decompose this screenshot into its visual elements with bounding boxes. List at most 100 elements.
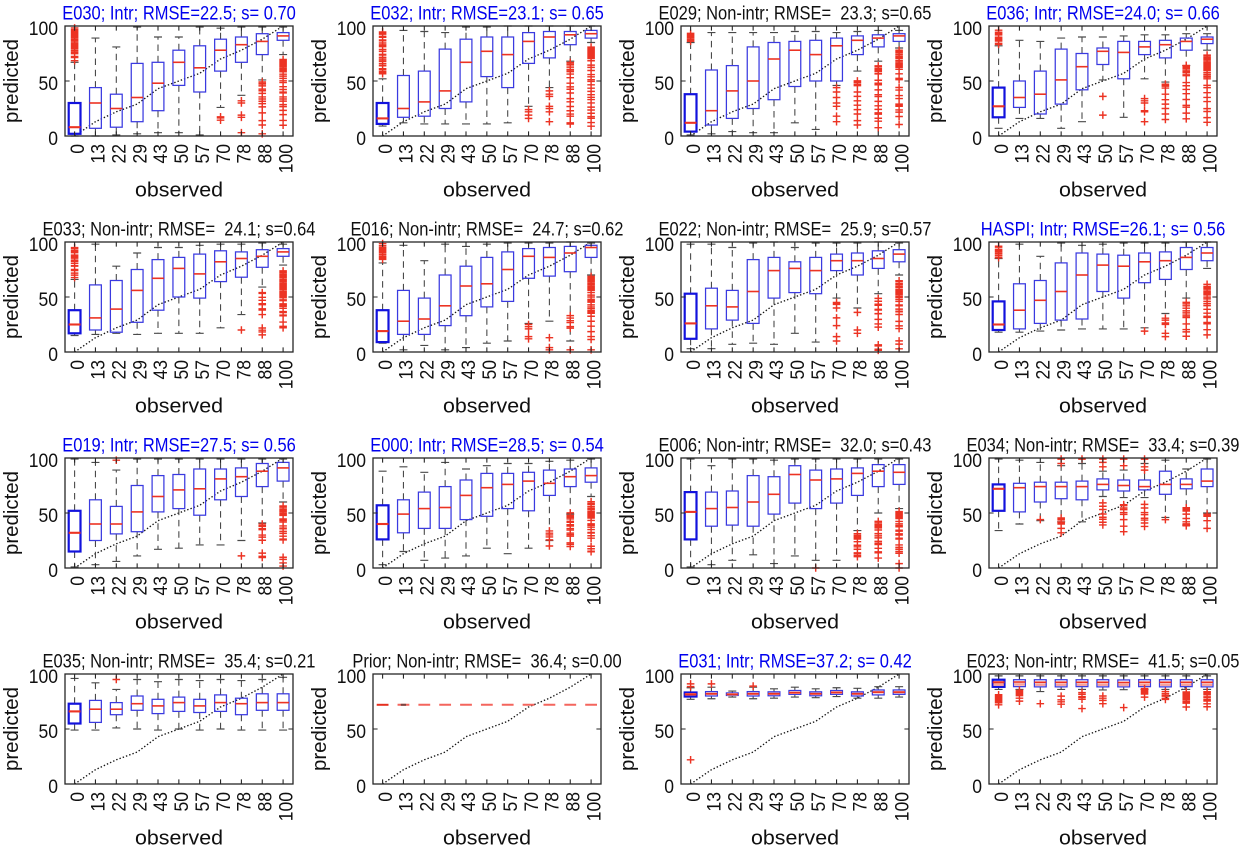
svg-text:88: 88	[562, 576, 584, 596]
svg-text:78: 78	[542, 360, 564, 380]
svg-text:29: 29	[437, 360, 459, 380]
svg-text:78: 78	[542, 792, 564, 812]
svg-text:0: 0	[664, 128, 674, 150]
svg-text:50: 50	[654, 721, 674, 743]
svg-text:100: 100	[337, 666, 366, 688]
svg-text:E006; Non-intr; RMSE= 32.0; s: E006; Non-intr; RMSE= 32.0; s=0.43	[659, 435, 932, 457]
svg-text:E030; Intr; RMSE=22.5; s= 0.70: E030; Intr; RMSE=22.5; s= 0.70	[62, 3, 296, 25]
svg-text:22: 22	[725, 792, 747, 812]
svg-text:57: 57	[192, 792, 214, 812]
svg-text:observed: observed	[751, 179, 839, 202]
svg-text:13: 13	[704, 576, 726, 596]
svg-text:29: 29	[745, 144, 767, 164]
svg-text:E035; Non-intr; RMSE= 35.4; s: E035; Non-intr; RMSE= 35.4; s=0.21	[43, 651, 316, 673]
svg-text:22: 22	[1033, 144, 1055, 164]
svg-text:0: 0	[375, 576, 397, 586]
svg-text:predicted: predicted	[309, 255, 331, 339]
svg-text:22: 22	[417, 792, 439, 812]
svg-text:predicted: predicted	[1, 687, 23, 771]
svg-text:observed: observed	[135, 179, 223, 202]
svg-text:22: 22	[109, 144, 131, 164]
svg-text:predicted: predicted	[309, 471, 331, 555]
svg-text:78: 78	[1158, 792, 1180, 812]
svg-text:E000; Intr; RMSE=28.5; s= 0.54: E000; Intr; RMSE=28.5; s= 0.54	[370, 435, 604, 457]
svg-text:50: 50	[962, 289, 982, 311]
svg-text:50: 50	[654, 289, 674, 311]
svg-text:43: 43	[1074, 360, 1096, 380]
svg-text:29: 29	[1053, 576, 1075, 596]
svg-text:100: 100	[275, 360, 297, 389]
svg-text:29: 29	[745, 576, 767, 596]
svg-text:observed: observed	[751, 395, 839, 418]
svg-text:22: 22	[1033, 792, 1055, 812]
svg-text:50: 50	[38, 505, 58, 527]
svg-text:70: 70	[213, 576, 235, 596]
svg-text:13: 13	[704, 144, 726, 164]
svg-text:observed: observed	[443, 611, 531, 634]
svg-text:0: 0	[48, 128, 58, 150]
svg-text:29: 29	[1053, 792, 1075, 812]
svg-text:0: 0	[664, 344, 674, 366]
svg-text:22: 22	[109, 576, 131, 596]
svg-text:50: 50	[171, 144, 193, 164]
svg-text:100: 100	[953, 234, 982, 256]
svg-text:13: 13	[88, 144, 110, 164]
svg-text:22: 22	[725, 576, 747, 596]
svg-text:E033; Non-intr; RMSE= 24.1; s: E033; Non-intr; RMSE= 24.1; s=0.64	[43, 219, 316, 241]
svg-text:50: 50	[1095, 360, 1117, 380]
svg-text:43: 43	[766, 792, 788, 812]
svg-text:70: 70	[1137, 792, 1159, 812]
svg-text:78: 78	[542, 576, 564, 596]
svg-text:predicted: predicted	[1, 39, 23, 123]
svg-text:57: 57	[192, 360, 214, 380]
svg-text:29: 29	[437, 576, 459, 596]
svg-text:88: 88	[1178, 576, 1200, 596]
svg-text:13: 13	[396, 360, 418, 380]
svg-text:100: 100	[29, 666, 58, 688]
svg-text:78: 78	[850, 360, 872, 380]
svg-text:43: 43	[150, 144, 172, 164]
svg-text:0: 0	[972, 776, 982, 798]
svg-text:13: 13	[704, 792, 726, 812]
svg-text:22: 22	[109, 792, 131, 812]
svg-text:0: 0	[683, 576, 705, 586]
svg-text:57: 57	[500, 792, 522, 812]
svg-text:57: 57	[1116, 144, 1138, 164]
svg-text:predicted: predicted	[617, 255, 639, 339]
svg-text:predicted: predicted	[309, 687, 331, 771]
svg-text:43: 43	[458, 144, 480, 164]
svg-text:observed: observed	[751, 827, 839, 850]
svg-text:100: 100	[275, 144, 297, 173]
svg-text:43: 43	[1074, 144, 1096, 164]
svg-text:E016; Non-intr; RMSE= 24.7; s: E016; Non-intr; RMSE= 24.7; s=0.62	[351, 219, 624, 241]
svg-text:29: 29	[437, 792, 459, 812]
svg-text:observed: observed	[135, 395, 223, 418]
svg-text:0: 0	[48, 776, 58, 798]
svg-text:50: 50	[38, 73, 58, 95]
svg-text:100: 100	[891, 576, 913, 605]
svg-text:100: 100	[953, 18, 982, 40]
svg-text:29: 29	[129, 576, 151, 596]
svg-text:E022; Non-intr; RMSE= 25.9; s: E022; Non-intr; RMSE= 25.9; s=0.57	[659, 219, 932, 241]
svg-text:57: 57	[1116, 576, 1138, 596]
svg-text:70: 70	[1137, 576, 1159, 596]
svg-text:43: 43	[150, 792, 172, 812]
svg-text:50: 50	[962, 73, 982, 95]
svg-text:0: 0	[356, 776, 366, 798]
svg-text:43: 43	[150, 576, 172, 596]
svg-text:57: 57	[1116, 360, 1138, 380]
svg-text:50: 50	[787, 144, 809, 164]
svg-text:43: 43	[766, 144, 788, 164]
svg-text:50: 50	[346, 289, 366, 311]
svg-text:0: 0	[356, 344, 366, 366]
svg-text:0: 0	[683, 360, 705, 370]
svg-text:78: 78	[1158, 360, 1180, 380]
svg-text:57: 57	[808, 360, 830, 380]
svg-text:13: 13	[88, 360, 110, 380]
svg-text:100: 100	[1199, 792, 1221, 821]
svg-text:57: 57	[808, 144, 830, 164]
svg-text:0: 0	[991, 576, 1013, 586]
svg-text:predicted: predicted	[1, 255, 23, 339]
svg-text:57: 57	[500, 576, 522, 596]
svg-text:0: 0	[972, 560, 982, 582]
